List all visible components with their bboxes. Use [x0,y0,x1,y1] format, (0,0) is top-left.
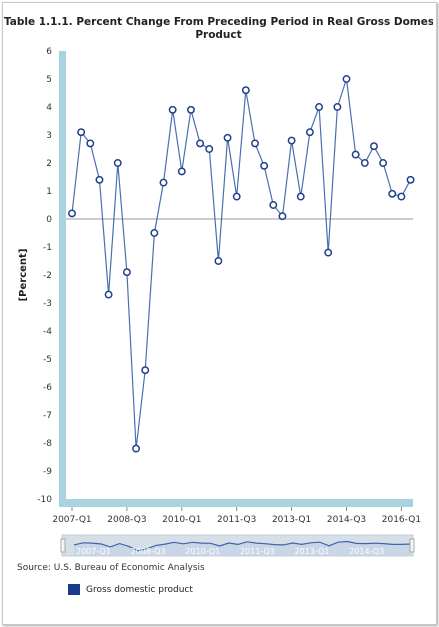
y-tick-label: 0 [46,215,52,225]
y-tick-label: -7 [43,411,52,421]
data-point[interactable] [104,290,113,299]
data-point[interactable] [278,212,287,221]
navigator: 2007-Q1 2008-Q3 2010-Q1 2011-Q3 2013-Q1 2014-… [60,534,415,557]
y-tick-label: 4 [46,103,52,113]
data-point[interactable] [95,175,104,184]
data-point[interactable] [223,133,232,142]
x-axis-band [59,499,413,507]
data-point[interactable] [260,161,269,170]
x-tick-label: 2008-Q3 [107,515,146,525]
y-tick-label: -6 [43,383,52,393]
data-point[interactable] [141,366,150,375]
data-point[interactable] [214,257,223,265]
legend-label: Gross domestic product [86,584,193,595]
data-point[interactable] [168,105,177,114]
x-tick-label: 2007-Q1 [52,515,91,525]
data-point[interactable] [205,145,214,153]
y-tick-label: 1 [46,187,52,197]
y-axis-label: [Percent] [18,249,29,302]
data-point[interactable] [333,103,342,111]
y-tick-label: -1 [43,243,52,253]
y-tick-label: -9 [43,467,52,477]
data-point[interactable] [132,444,141,453]
data-point[interactable] [296,192,305,201]
series-line-gdp [71,78,412,449]
data-point[interactable] [68,209,76,218]
data-point[interactable] [287,136,296,145]
x-tick-label: 2013-Q1 [272,515,311,525]
data-point[interactable] [150,229,159,237]
navigator-handle-right[interactable] [409,538,415,553]
x-tick-label: 2010-Q1 [162,515,201,525]
data-point[interactable] [187,105,195,114]
data-point[interactable] [305,128,314,137]
navigator-label: 2008-Q3 [131,547,166,556]
y-tick-label: -3 [43,299,52,309]
navigator-label: 2010-Q1 [185,547,220,556]
y-tick-label: -4 [43,327,52,337]
x-tick-label: 2016-Q1 [382,515,421,525]
navigator-label: 2013-Q1 [295,547,330,556]
navigator-label: 2014-Q3 [349,547,384,556]
data-point[interactable] [86,139,95,148]
navigator-handle-left[interactable] [60,538,66,553]
data-point[interactable] [351,150,360,159]
y-tick-label: 6 [46,47,52,57]
data-point[interactable] [122,268,131,277]
data-point[interactable] [324,248,333,257]
data-point[interactable] [379,159,388,167]
data-point[interactable] [77,128,86,137]
data-point[interactable] [159,178,168,187]
navigator-line [73,540,412,552]
data-point[interactable] [388,189,397,198]
y-tick-label: -5 [43,355,52,365]
data-point[interactable] [370,142,378,151]
chart-title: Table 1.1.1. Percent Change From Precedi… [4,16,433,41]
data-point[interactable] [397,192,406,201]
y-tick-label: -8 [43,439,52,449]
data-point[interactable] [232,192,241,201]
data-point[interactable] [342,75,351,83]
navigator-label: 2011-Q3 [240,547,275,556]
navigator-label: 2007-Q1 [76,547,111,556]
series-layer [68,75,415,453]
y-tick-label: 3 [46,131,52,141]
data-point[interactable] [113,159,122,167]
legend[interactable]: Gross domestic product [68,584,193,595]
source-note: Source: U.S. Bureau of Economic Analysis [17,563,205,573]
data-point[interactable] [360,159,369,167]
y-axis-band [59,51,66,499]
data-point[interactable] [241,86,250,95]
y-tick-label: 2 [46,159,52,169]
data-point[interactable] [177,167,186,176]
y-tick-label: 5 [46,75,52,85]
data-point[interactable] [251,139,259,148]
legend-swatch [68,584,80,595]
y-tick-label: -10 [37,495,52,505]
y-tick-label: -2 [43,271,52,281]
x-tick-label: 2014-Q3 [327,515,366,525]
x-tick-label: 2011-Q3 [217,515,256,525]
data-point[interactable] [315,103,323,111]
data-point[interactable] [269,201,278,209]
data-point[interactable] [406,175,415,184]
data-point[interactable] [196,139,205,148]
axis-layer: 6 5 4 3 2 1 0 -1 -2 -3 -4 -5 -6 -7 -8 -9 -10 [Percent] 200… [18,47,421,525]
